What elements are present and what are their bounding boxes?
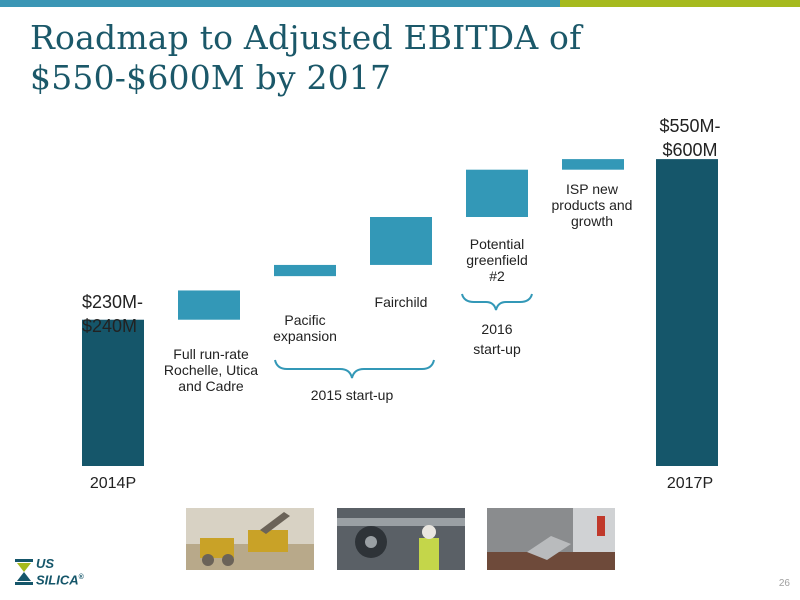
bar-3 (274, 264, 336, 277)
photo-mining-truck (200, 538, 234, 558)
photo-rail-loading (487, 508, 615, 570)
step-label-fairchild: Fairchild (375, 294, 428, 310)
photo-mining-excavator (248, 530, 288, 552)
step-label-pacific: Pacific expansion (273, 312, 337, 344)
bar-4 (370, 217, 432, 265)
bar-1 (82, 319, 144, 466)
photo-mining-wheel-2 (222, 554, 234, 566)
photo-rail-frame (487, 552, 615, 570)
photo-rail-chute (527, 536, 571, 560)
top-accent-bar-blue (0, 0, 560, 7)
logo-wordmark: US SILICA® (36, 557, 84, 587)
hourglass-top (15, 559, 33, 562)
hourglass-icon (15, 559, 33, 585)
waterfall-chart: $230M-$240M $550M-$600M 2014P 2017P Full run… (82, 116, 721, 492)
photo-worker-vest (419, 538, 439, 570)
photo-worker-rail (337, 518, 465, 526)
logo-trademark: ® (78, 574, 84, 581)
step-label-isp: ISP new products and growth (552, 181, 633, 229)
bracket-2015 (274, 359, 435, 379)
page-number: 26 (778, 578, 790, 589)
photo-mining-arm (260, 512, 290, 534)
logo-line-us: US (36, 556, 55, 571)
hourglass-bottom (15, 582, 33, 585)
category-label-2017p: 2017P (667, 475, 713, 492)
photo-rail-worker (597, 516, 605, 536)
category-label-2014p: 2014P (90, 475, 136, 492)
bracket-label-2016: 2016 start-up (473, 321, 521, 357)
logo-line-silica: SILICA (36, 572, 79, 588)
us-silica-logo: US SILICA® (14, 557, 94, 591)
slide-title-line-1: Roadmap to Adjusted EBITDA of (30, 18, 582, 57)
bar-2 (178, 290, 240, 320)
slide-title: Roadmap to Adjusted EBITDA of $550-$600M… (30, 18, 650, 98)
value-label-2014p: $230M-$240M (82, 292, 143, 336)
value-label-2017p: $550M-$600M (659, 116, 720, 160)
bracket-2016 (461, 293, 533, 311)
photo-worker-hub (365, 536, 377, 548)
step-label-full-run-rate: Full run-rate Rochelle, Utica and Cadre (164, 346, 258, 394)
bar-6 (562, 159, 624, 170)
photo-worker-head (422, 525, 436, 539)
photo-mining-wheel (202, 554, 214, 566)
hourglass-upper (17, 563, 31, 572)
hourglass-lower (17, 572, 31, 581)
bar-7 (656, 159, 718, 467)
bar-5 (466, 169, 528, 217)
photo-worker-machinery (337, 508, 465, 570)
top-accent-bar-green (560, 0, 800, 7)
step-label-greenfield: Potential greenfield #2 (466, 236, 528, 284)
slide-title-line-2: $550-$600M by 2017 (30, 58, 392, 97)
bracket-label-2015: 2015 start-up (311, 387, 394, 403)
photo-mining-equipment (186, 508, 314, 570)
